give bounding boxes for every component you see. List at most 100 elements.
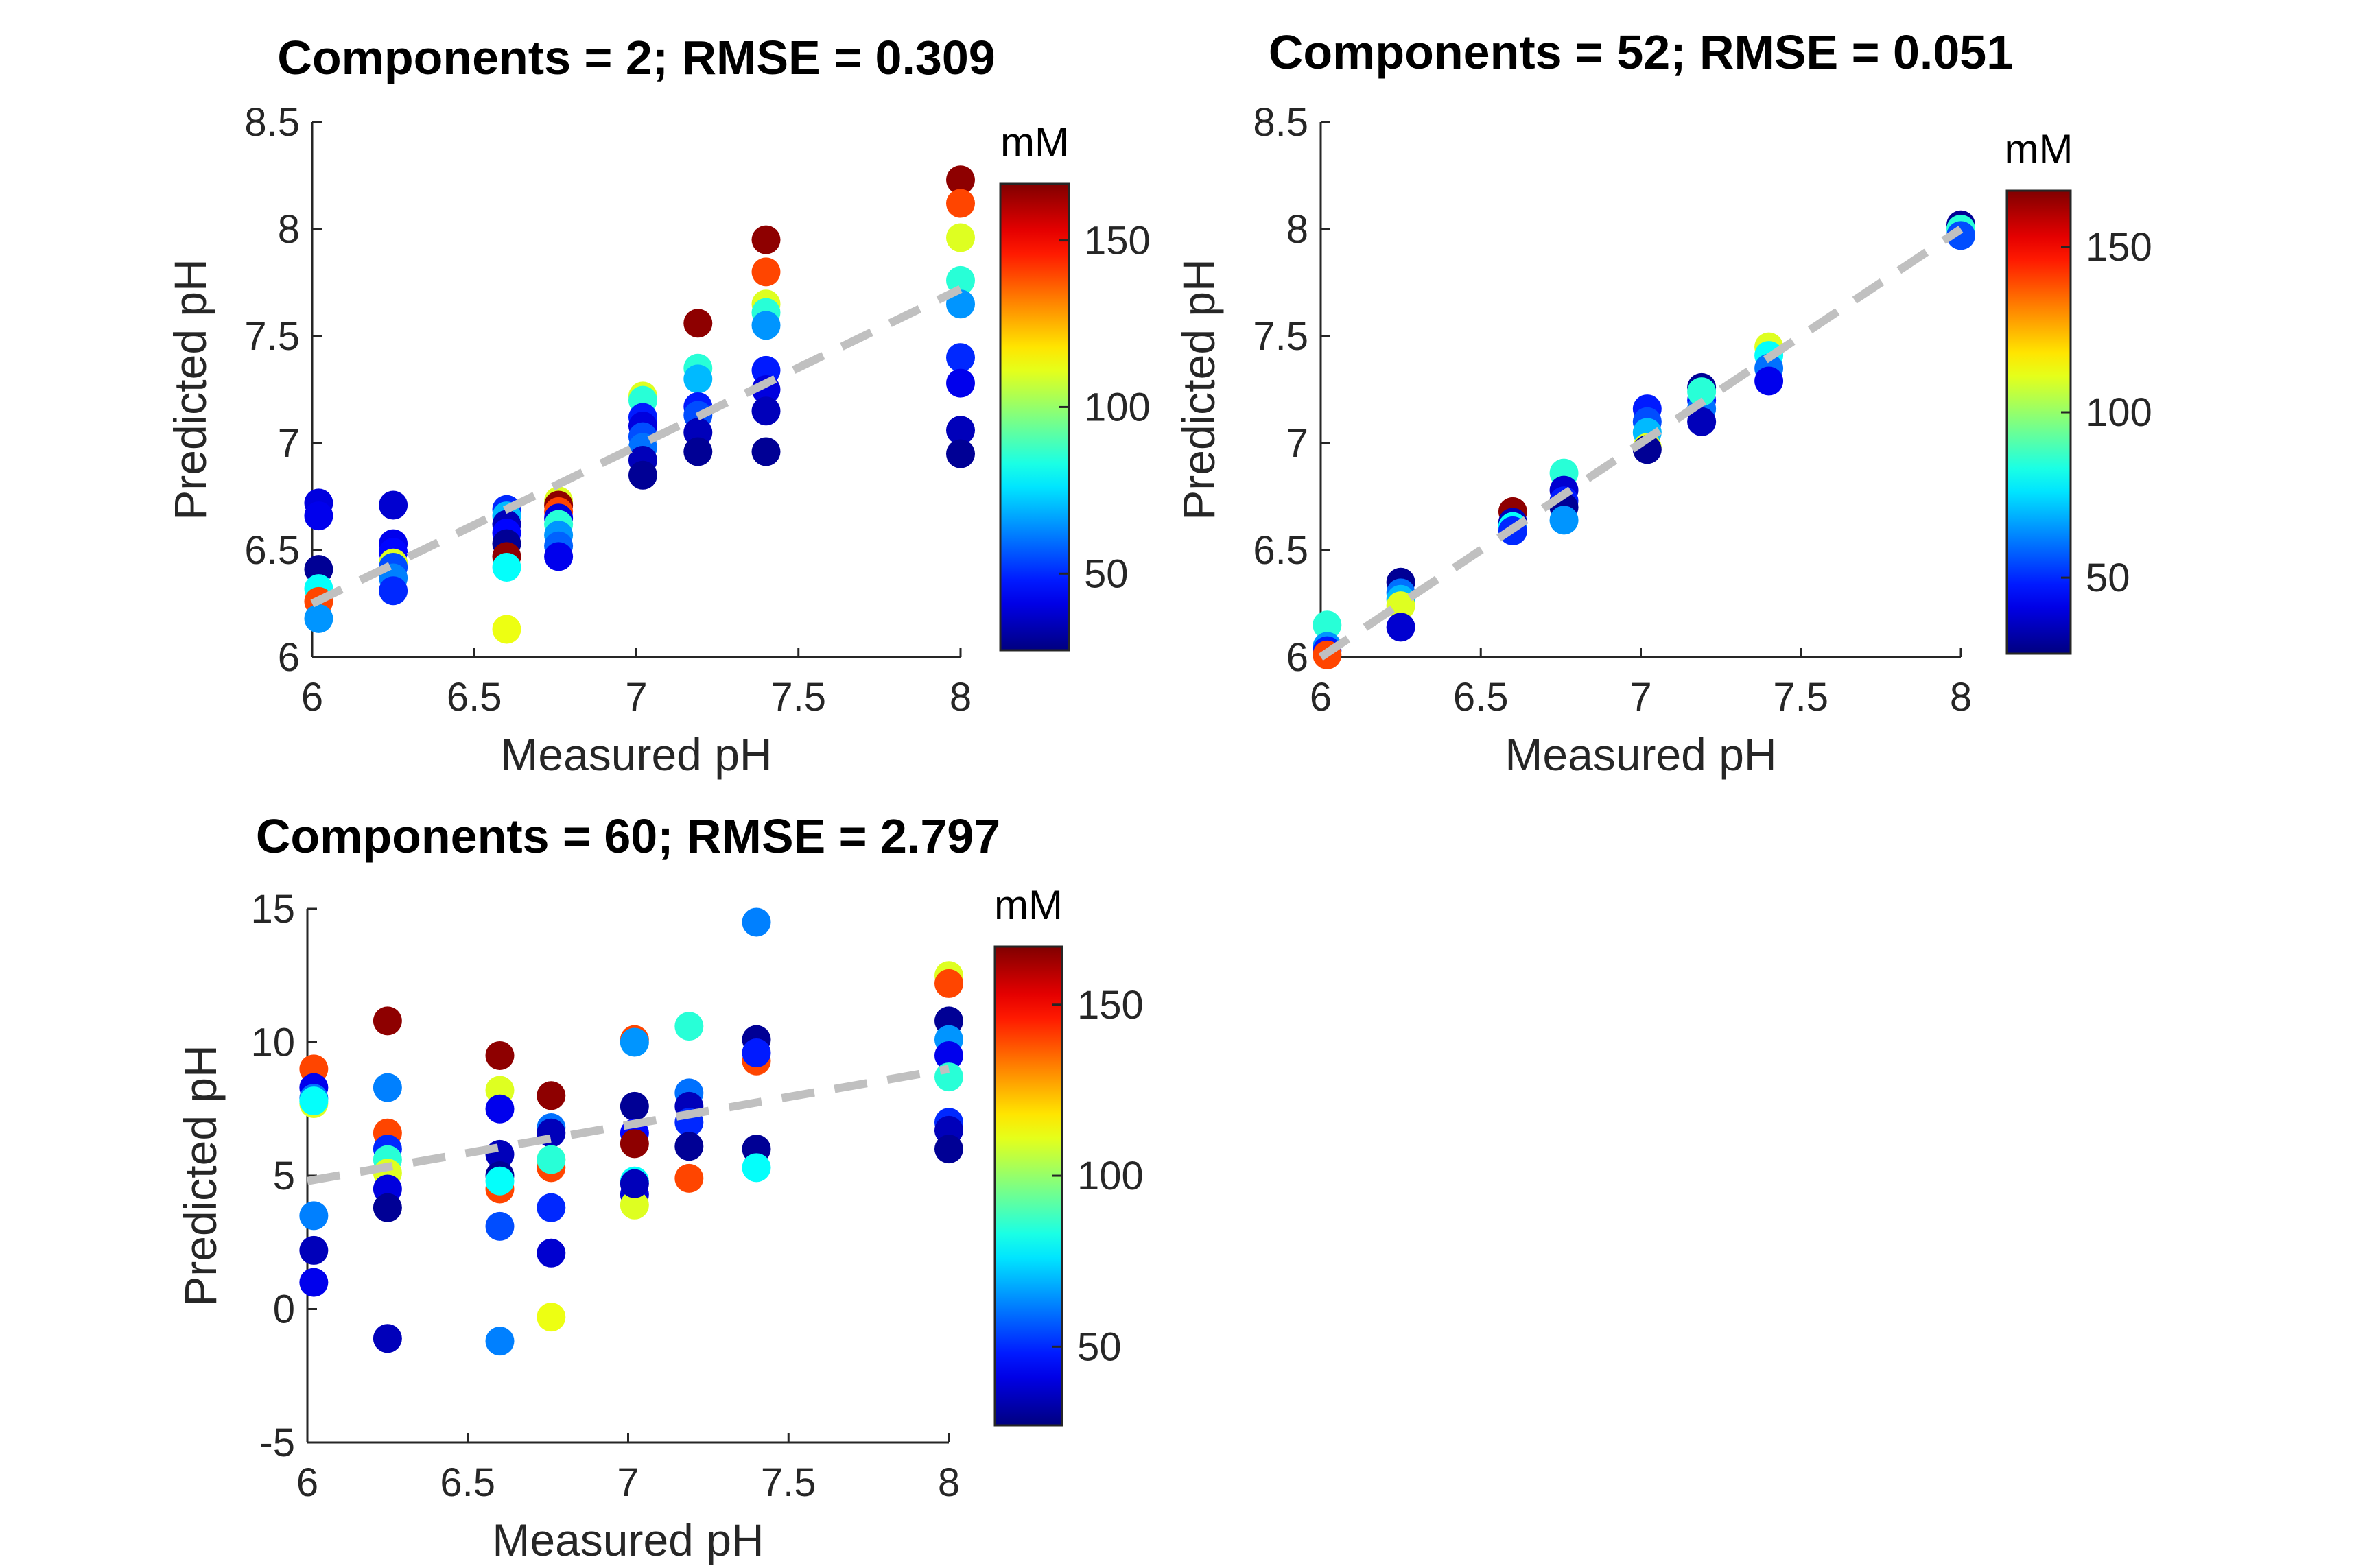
data-point (373, 1006, 402, 1036)
fit-line (306, 1065, 950, 1185)
data-point (620, 1190, 649, 1220)
data-point (485, 1094, 515, 1124)
y-tick-label: 8.5 (244, 100, 300, 145)
x-tick-label: 7 (1629, 675, 1651, 720)
x-tick-label: 6 (296, 1460, 318, 1505)
y-tick-label: 6.5 (244, 528, 300, 573)
data-point (946, 439, 975, 468)
data-point (299, 1235, 329, 1265)
data-point (537, 1303, 566, 1332)
data-point (373, 1193, 402, 1222)
x-tick-label: 7.5 (761, 1460, 816, 1505)
data-point (946, 165, 975, 195)
data-point (751, 396, 781, 426)
data-point (751, 225, 781, 254)
y-tick-label: 8.5 (1253, 100, 1308, 145)
data-point (379, 490, 408, 520)
data-point (373, 1324, 402, 1353)
x-tick-label: 7 (617, 1460, 639, 1505)
chart-panel-3: Components = 60; RMSE = 2.797 6 6.5 7 7.5 8 -5… (175, 809, 1144, 1565)
colorbar-unit-label: mM (1000, 119, 1069, 165)
colorbar-tick-label: 50 (1077, 1325, 1122, 1369)
chart-title: Components = 52; RMSE = 0.051 (1269, 25, 2013, 79)
colorbar-tick-label: 100 (1084, 385, 1151, 429)
data-point (946, 343, 975, 372)
data-point (1549, 506, 1579, 535)
data-point (934, 1041, 963, 1070)
data-point (537, 1081, 566, 1110)
x-tick-label: 6 (301, 675, 323, 720)
x-tick-label: 7 (625, 675, 647, 720)
colorbar-unit-label: mM (2005, 126, 2073, 172)
y-tick-label: 7 (278, 421, 300, 466)
data-point (934, 1062, 963, 1092)
colorbar-tick-label: 100 (1077, 1154, 1144, 1198)
data-point (537, 1145, 566, 1174)
fit-line (310, 285, 963, 608)
colorbar: 50 100 150 mM (2005, 126, 2152, 655)
y-tick-label: 7.5 (244, 314, 300, 359)
colorbar-unit-label: mM (994, 882, 1063, 928)
data-point (674, 1132, 704, 1161)
colorbar-tick-label: 50 (2086, 556, 2130, 600)
data-point (628, 460, 657, 490)
data-point (742, 907, 771, 937)
data-point (674, 1012, 704, 1041)
data-point (485, 1041, 515, 1070)
x-axis-label: Measured pH (492, 1514, 764, 1565)
y-tick-label: 7 (1286, 421, 1308, 466)
data-point (1687, 377, 1717, 407)
data-point (492, 615, 521, 644)
data-point (544, 542, 574, 571)
data-point (1313, 610, 1342, 640)
x-tick-label: 8 (950, 675, 972, 720)
y-axis-label: Predicted pH (1173, 259, 1224, 521)
data-point (683, 437, 713, 466)
data-point (1946, 221, 1975, 250)
data-point (683, 309, 713, 338)
data-point (304, 501, 333, 531)
x-axis-label: Measured pH (1505, 729, 1776, 780)
chart-title: Components = 60; RMSE = 2.797 (256, 809, 1000, 863)
data-point (683, 364, 713, 394)
data-point (946, 416, 975, 445)
x-tick-label: 8 (1950, 675, 1972, 720)
data-point (934, 1135, 963, 1164)
data-point (537, 1193, 566, 1222)
chart-title: Components = 2; RMSE = 0.309 (277, 31, 995, 84)
data-point (537, 1238, 566, 1268)
colorbar-tick-label: 50 (1084, 551, 1129, 596)
data-point (299, 1201, 329, 1231)
data-point (373, 1073, 402, 1102)
data-point (620, 1129, 649, 1159)
y-tick-label: 0 (273, 1287, 295, 1332)
data-point (946, 265, 975, 295)
y-axis-label: Predicted pH (175, 1045, 226, 1307)
y-tick-label: 10 (250, 1021, 295, 1065)
colorbar-tick-label: 150 (1084, 219, 1151, 263)
data-point (620, 1169, 649, 1198)
data-point (742, 1038, 771, 1068)
x-tick-label: 7.5 (1773, 675, 1828, 720)
chart-panel-1: Components = 2; RMSE = 0.309 6 6.5 7 7.5 8 6 6.… (165, 31, 1151, 780)
data-point (934, 969, 963, 998)
y-tick-label: 6.5 (1253, 528, 1308, 573)
x-tick-label: 6.5 (447, 675, 502, 720)
colorbar: 50 100 150 mM (993, 882, 1144, 1427)
x-axis-label: Measured pH (500, 729, 772, 780)
y-axis-label: Predicted pH (165, 259, 215, 521)
y-tick-label: 15 (250, 887, 295, 931)
colorbar: 50 100 150 mM (999, 119, 1151, 652)
data-point (742, 1153, 771, 1183)
data-point (946, 223, 975, 252)
data-point (1754, 366, 1784, 396)
y-tick-label: 6 (1286, 635, 1308, 680)
data-point (620, 1027, 649, 1057)
y-tick-label: 8 (1286, 207, 1308, 252)
x-tick-label: 6.5 (440, 1460, 495, 1505)
y-tick-label: 8 (278, 207, 300, 252)
data-point (485, 1327, 515, 1356)
data-point (946, 189, 975, 218)
data-point (485, 1211, 515, 1241)
